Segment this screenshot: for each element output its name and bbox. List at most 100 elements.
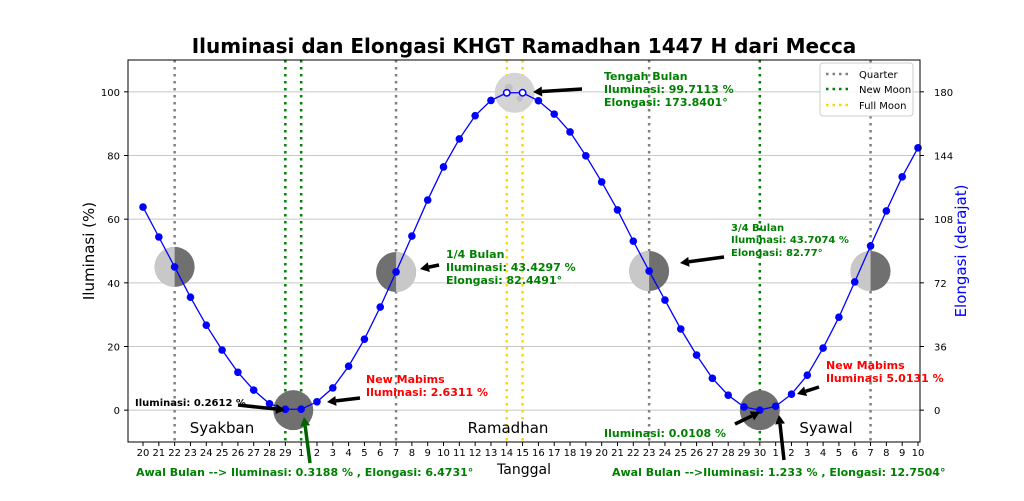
annotation-arrow: [778, 423, 786, 461]
data-point: [819, 344, 827, 352]
x-tick-label: 28: [263, 448, 276, 459]
x-tick-label: 11: [453, 448, 466, 459]
data-point: [487, 96, 495, 105]
x-tick-label: 16: [532, 448, 545, 459]
annotation-quarter-3-title: 3/4 Bulan: [731, 223, 784, 234]
y2-tick-label: 108: [934, 215, 953, 226]
data-point: [360, 335, 369, 343]
data-point: [708, 374, 717, 383]
x-tick-label: 10: [437, 448, 450, 459]
x-tick-label: 7: [867, 448, 873, 459]
data-point: [898, 173, 906, 181]
x-tick-label: 5: [836, 448, 842, 459]
data-point: [787, 390, 796, 399]
legend: Quarter New Moon Full Moon: [819, 62, 914, 117]
annotation-arrowhead: [775, 415, 785, 425]
x-tick-label: 25: [674, 448, 687, 459]
annotation-arrowhead: [749, 411, 760, 421]
data-point: [771, 402, 780, 411]
x-tick-label: 1: [298, 448, 304, 459]
legend-new-moon: New Moon: [859, 85, 911, 96]
data-point: [455, 135, 464, 143]
data-point: [502, 88, 511, 97]
y2-axis-label: Elongasi (derajat): [952, 185, 970, 318]
x-tick-label: 24: [200, 448, 213, 459]
x-tick-label: 5: [361, 448, 367, 459]
x-tick-label: 25: [216, 448, 229, 459]
y-tick-label: 80: [107, 152, 120, 163]
x-tick-label: 2: [314, 448, 320, 459]
data-point: [155, 233, 163, 241]
data-point: [613, 206, 622, 214]
data-point: [249, 386, 258, 394]
data-point: [676, 325, 685, 333]
x-tick-label: 29: [279, 448, 292, 459]
data-point: [439, 163, 448, 171]
x-tick-label: 22: [627, 448, 640, 459]
x-tick-label: 1: [772, 448, 778, 459]
data-point: [550, 110, 559, 118]
annotation-arrowhead: [420, 262, 430, 273]
data-point: [566, 128, 574, 136]
x-tick-label: 9: [899, 448, 905, 459]
data-point: [423, 196, 432, 204]
data-point: [597, 178, 606, 186]
x-tick-label: 21: [611, 448, 624, 459]
data-point: [882, 207, 891, 215]
annotation-arrowhead: [797, 386, 808, 397]
data-point: [265, 400, 274, 408]
x-tick-label: 4: [345, 448, 351, 459]
data-point: [582, 152, 590, 160]
x-tick-label: 18: [564, 448, 577, 459]
data-point: [471, 111, 479, 120]
annotation-full-elong: Elongasi: 173.8401°: [604, 96, 728, 109]
annotation-arrowhead: [275, 404, 285, 415]
x-tick-label: 10: [912, 448, 925, 459]
annotation-quarter-3-elong: Elongasi: 82.77°: [731, 248, 823, 259]
data-point: [534, 96, 543, 105]
x-tick-label: 3: [804, 448, 810, 459]
legend-full-moon: Full Moon: [859, 101, 906, 112]
data-point: [850, 278, 859, 286]
data-point: [392, 268, 400, 276]
x-tick-label: 23: [643, 448, 656, 459]
y-tick-label: 0: [114, 406, 120, 417]
data-point: [914, 144, 922, 152]
x-tick-label: 30: [753, 448, 766, 459]
plot-frame: [127, 59, 921, 443]
x-tick-label: 12: [469, 448, 482, 459]
data-point: [218, 346, 226, 354]
y-tick-label: 40: [107, 279, 120, 290]
annotation-awal-bulan-syawal: Awal Bulan -->Iluminasi: 1.233 % , Elong…: [612, 466, 945, 479]
annotation-arrow: [541, 87, 583, 94]
x-tick-label: 2: [788, 448, 794, 459]
x-tick-label: 28: [722, 448, 735, 459]
annotation-quarter-1-elong: Elongasi: 82.4491°: [446, 274, 562, 287]
legend-quarter: Quarter: [859, 70, 899, 81]
data-point: [866, 242, 875, 250]
annotation-quarter-3-illum: Iluminasi: 43.7074 %: [731, 235, 849, 246]
annotation-illum-0-2612: Iluminasi: 0.2612 %: [135, 398, 246, 409]
x-tick-label: 26: [232, 448, 245, 459]
annotation-illum-0-0108: Iluminasi: 0.0108 %: [604, 427, 726, 440]
annotation-arrow: [734, 414, 753, 426]
x-tick-label: 26: [690, 448, 703, 459]
annotation-arrow: [237, 403, 277, 411]
data-point: [313, 397, 321, 406]
x-tick-label: 21: [152, 448, 165, 459]
data-point: [645, 267, 653, 275]
x-tick-label: 6: [377, 448, 383, 459]
y2-tick-label: 36: [934, 343, 947, 354]
annotation-mabims-2-title: New Mabims: [826, 359, 905, 372]
x-tick-label: 20: [137, 448, 150, 459]
annotation-quarter-1-title: 1/4 Bulan: [446, 248, 504, 261]
x-tick-label: 9: [425, 448, 431, 459]
data-point: [281, 405, 290, 414]
annotation-arrow: [688, 255, 725, 264]
x-tick-label: 14: [500, 448, 513, 459]
annotation-awal-bulan-ramadhan: Awal Bulan --> Iluminasi: 0.3188 % , Elo…: [136, 466, 473, 479]
annotation-mabims-2-illum: Iluminasi 5.0131 %: [826, 372, 944, 385]
x-tick-label: 17: [548, 448, 561, 459]
data-point: [692, 351, 701, 359]
